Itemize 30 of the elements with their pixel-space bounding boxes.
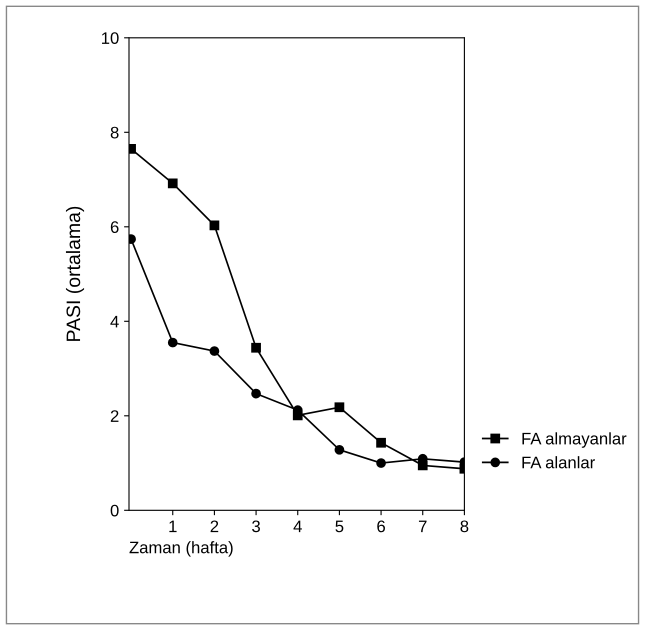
x-axis-title: Zaman (hafta) [130,541,233,557]
x-tick-label: 6 [377,520,385,532]
x-tick-label: 5 [335,520,344,532]
point [210,220,220,230]
point [376,458,386,468]
point [292,410,303,420]
y-tick-label: 8 [110,126,119,139]
y-axis-title: PASI (ortalama) [66,206,84,341]
x-tick-label: 2 [210,520,218,532]
y-tick-label: 2 [110,410,118,422]
point [334,444,344,455]
x-tick-label: 4 [293,520,302,532]
x-tick-label: 8 [460,520,468,532]
point [210,346,220,356]
legend-label: FA alanlar [522,456,595,468]
point [376,438,386,448]
y-tick-label: 10 [102,32,119,44]
point [251,388,261,398]
y-tick-label: 6 [110,221,119,234]
point [168,178,178,188]
point [334,402,344,412]
x-tick-label: 7 [418,520,427,532]
y-tick-label: 0 [110,504,119,517]
legend-label: FA almayanlar [522,432,626,448]
point [418,460,428,470]
point [251,342,261,353]
point [168,338,178,348]
x-tick-label: 3 [252,520,260,532]
x-tick-label: 1 [169,520,177,532]
y-tick-label: 4 [110,316,119,328]
